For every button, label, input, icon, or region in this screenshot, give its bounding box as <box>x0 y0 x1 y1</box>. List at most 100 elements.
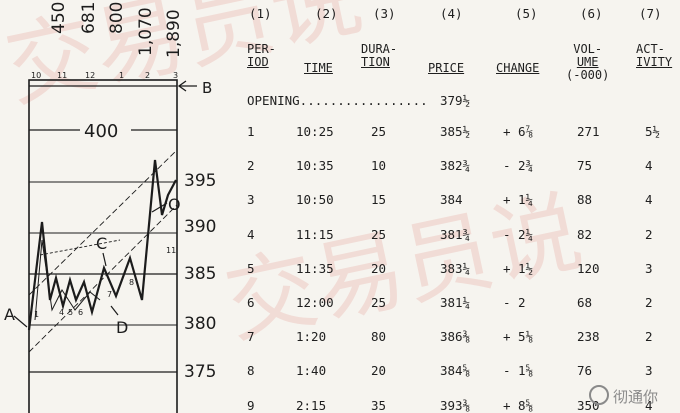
wave-number-7: 7 <box>107 290 112 299</box>
price-level-2: 385 <box>184 264 216 284</box>
price-level-4: 375 <box>184 362 216 382</box>
col-number-6: (6) <box>580 6 603 21</box>
cell-volume: 238 <box>577 329 600 345</box>
header-price: PRICE <box>428 61 465 75</box>
box-label-400: 400 <box>84 121 118 142</box>
cell-period: 3 <box>247 192 255 208</box>
col-number-1: (1) <box>249 6 272 21</box>
cell-change: + 1½ <box>503 260 534 276</box>
cell-time: 11:15 <box>296 226 334 242</box>
cell-activity: 4 <box>645 192 653 208</box>
watermark-badge: 彻通你 <box>588 385 658 407</box>
cell-price: 393⅜ <box>440 397 471 413</box>
cell-period: 4 <box>247 226 255 242</box>
hour-tick-0: 10 <box>31 71 41 80</box>
cell-activity: 2 <box>645 226 653 242</box>
opening-label: OPENING................. <box>247 93 428 108</box>
cell-duration: 35 <box>371 397 387 413</box>
col-number-3: (3) <box>373 6 396 21</box>
top-time-1: 681 <box>79 2 99 34</box>
cell-activity: 2 <box>645 329 653 345</box>
cell-change: - 2 <box>503 295 526 310</box>
cell-volume: 88 <box>577 192 593 208</box>
cell-time: 10:50 <box>296 192 334 208</box>
cell-duration: 25 <box>371 226 387 242</box>
cell-price: 381¼ <box>440 295 471 310</box>
hour-tick-3: 1 <box>119 71 124 80</box>
wechat-icon <box>588 385 609 405</box>
cell-time: 1:20 <box>296 329 327 345</box>
top-time-4: 1,890 <box>164 9 184 58</box>
cell-price: 385½ <box>440 124 471 139</box>
cell-activity: 3 <box>645 363 653 379</box>
price-level-1: 390 <box>184 217 216 237</box>
label-c: C <box>96 234 107 253</box>
wave-number-1: 1 <box>34 310 39 319</box>
label-a: A <box>4 305 15 324</box>
label-d: D <box>116 318 128 337</box>
cell-price: 384⅝ <box>440 363 471 379</box>
hand-drawn-chart: 450 681 800 1,070 1,890 10 11 12 1 2 3 B… <box>4 2 216 413</box>
header-activity: ACT- IVITY <box>636 42 673 69</box>
wave-number-8: 8 <box>129 278 134 287</box>
cell-change: - 2¼ <box>503 226 534 242</box>
cell-duration: 25 <box>371 295 387 310</box>
header-time: TIME <box>304 61 333 75</box>
cell-price: 383¼ <box>440 260 471 276</box>
cell-period: 8 <box>247 363 255 379</box>
cell-change: - 1⅝ <box>503 363 534 379</box>
cell-time: 10:25 <box>296 124 334 139</box>
wave-number-4: 4 <box>59 308 64 317</box>
cell-period: 7 <box>247 329 255 345</box>
top-time-3: 1,070 <box>136 7 156 56</box>
cell-period: 2 <box>247 158 255 174</box>
cell-activity: 4 <box>645 158 653 174</box>
cell-activity: 4 <box>645 397 653 413</box>
price-wave <box>27 159 177 331</box>
col-number-5: (5) <box>515 6 538 21</box>
cell-duration: 20 <box>371 363 387 379</box>
hour-tick-1: 11 <box>57 71 67 80</box>
cell-activity: 3 <box>645 260 653 276</box>
cell-duration: 20 <box>371 260 387 276</box>
cell-duration: 25 <box>371 124 387 139</box>
cell-volume: 82 <box>577 226 593 242</box>
col-number-4: (4) <box>440 6 463 21</box>
opening-price: 379½ <box>440 93 471 108</box>
cell-time: 10:35 <box>296 158 334 174</box>
cell-period: 6 <box>247 295 255 310</box>
header-volume: VOL- UME (-000) <box>566 42 610 82</box>
price-level-0: 395 <box>184 171 216 191</box>
cell-change: + 6⅞ <box>503 124 534 139</box>
cell-time: 1:40 <box>296 363 327 379</box>
cell-price: 382¾ <box>440 158 471 174</box>
cell-price: 384 <box>440 192 463 208</box>
header-period: PER- IOD <box>247 42 276 69</box>
top-time-2: 800 <box>107 2 127 34</box>
wave-number-5: 5 <box>68 308 73 317</box>
cell-period: 1 <box>247 124 255 139</box>
col-number-7: (7) <box>639 6 662 21</box>
cell-time: 11:35 <box>296 260 334 276</box>
header-change: CHANGE <box>496 61 540 75</box>
cell-price: 386⅜ <box>440 329 471 345</box>
cell-change: + 5⅛ <box>503 329 534 345</box>
top-time-0: 450 <box>49 2 69 34</box>
cell-period: 9 <box>247 397 255 413</box>
label-b: B <box>202 79 212 97</box>
price-level-3: 380 <box>184 314 216 334</box>
label-o: O <box>168 195 181 214</box>
cell-volume: 120 <box>577 260 600 276</box>
chart-frame <box>28 79 178 413</box>
col-number-2: (2) <box>315 6 338 21</box>
cell-time: 2:15 <box>296 397 327 413</box>
cell-change: - 2¾ <box>503 158 534 174</box>
cell-period: 5 <box>247 260 255 276</box>
hour-tick-2: 12 <box>85 71 95 80</box>
wave-number-6: 6 <box>78 308 83 317</box>
cell-change: + 8⅝ <box>503 397 534 413</box>
cell-duration: 15 <box>371 192 387 208</box>
header-duration: DURA- TION <box>361 42 398 69</box>
cell-volume: 76 <box>577 363 593 379</box>
